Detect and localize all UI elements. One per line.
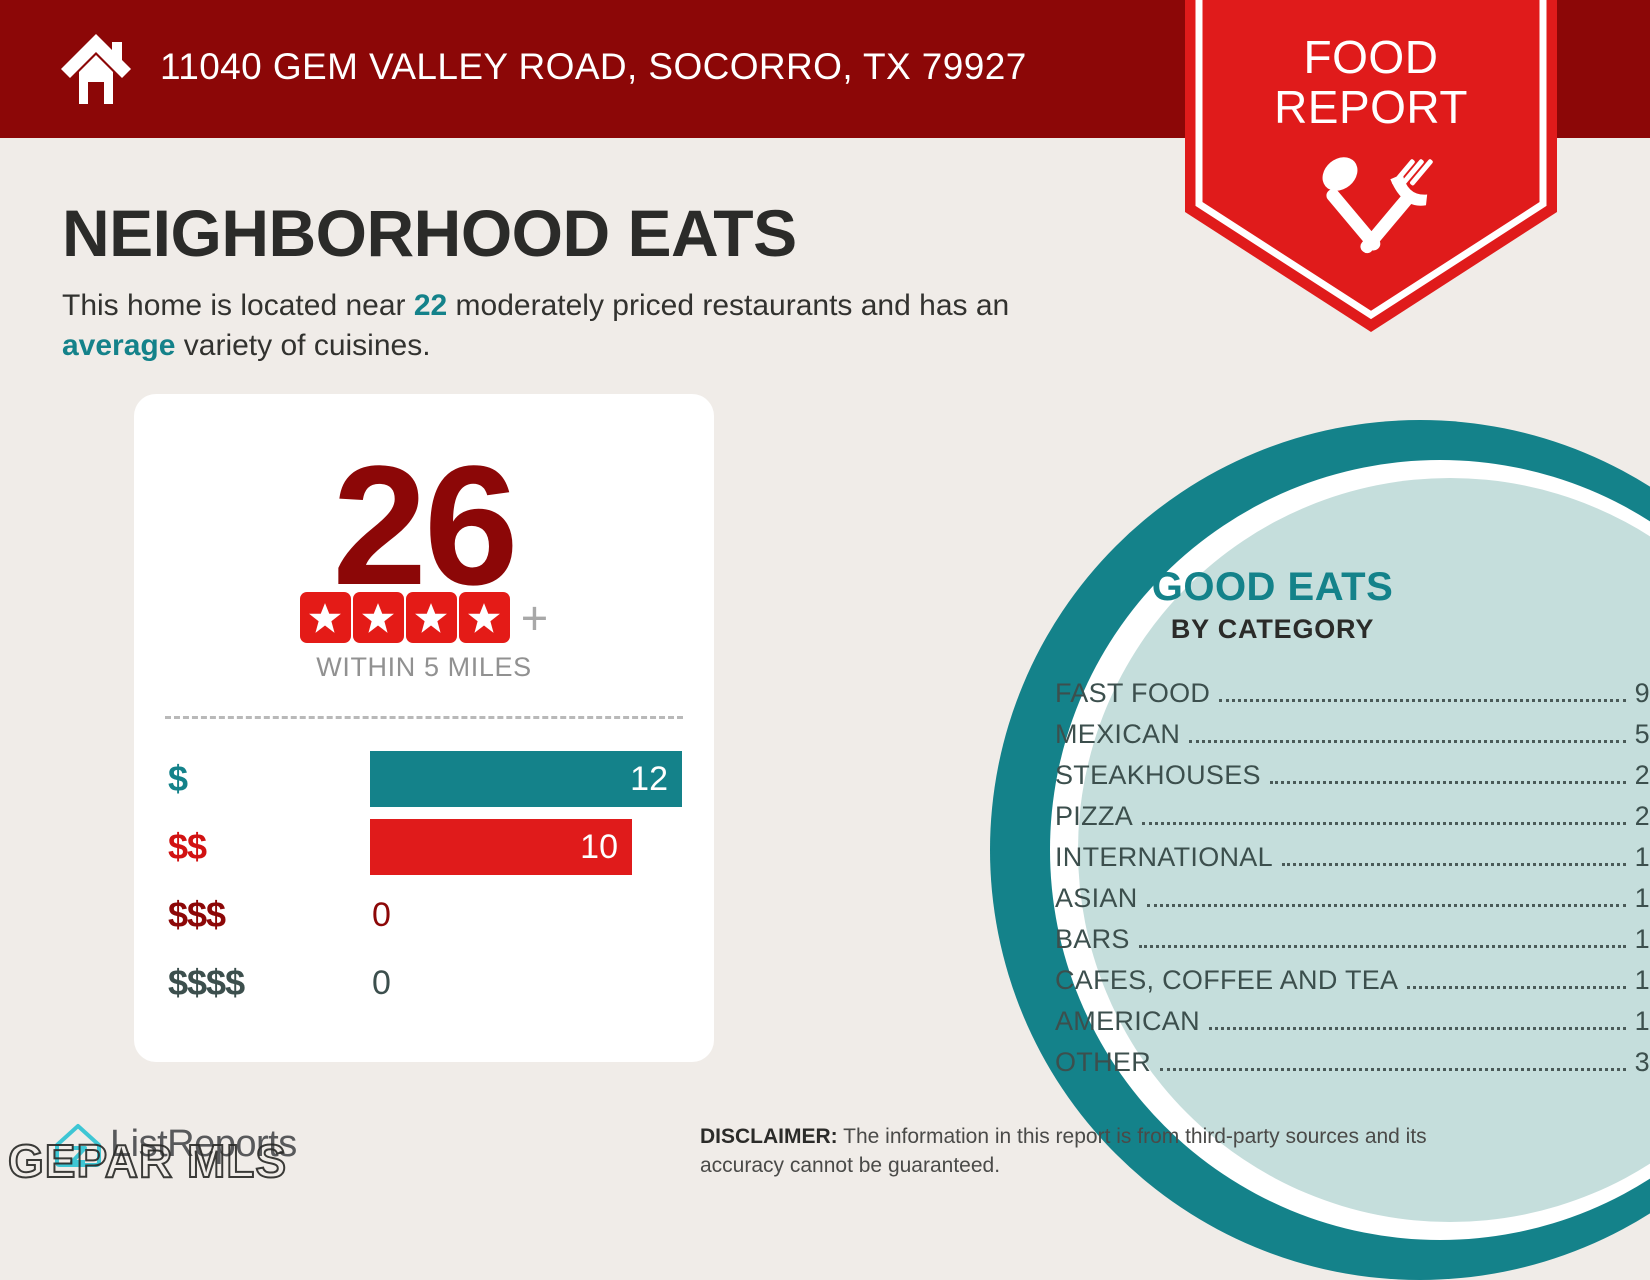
mls-watermark: GEPAR MLS bbox=[7, 1134, 288, 1188]
category-row: FAST FOOD 9 bbox=[1055, 678, 1650, 719]
category-row: CAFES, COFFEE AND TEA 1 bbox=[1055, 965, 1650, 1006]
star-icon bbox=[299, 592, 351, 643]
star-plus-label: + bbox=[520, 590, 549, 644]
category-leader-dots bbox=[1281, 863, 1626, 866]
category-row: AMERICAN 1 bbox=[1055, 1006, 1650, 1047]
price-tier-label: $$$ bbox=[168, 894, 226, 935]
category-name: INTERNATIONAL bbox=[1055, 842, 1273, 872]
star-icon bbox=[405, 592, 457, 643]
listreports-name: ListReports bbox=[110, 1122, 297, 1165]
category-name: STEAKHOUSES bbox=[1055, 760, 1261, 790]
category-name: MEXICAN bbox=[1055, 719, 1181, 749]
category-row: ASIAN 1 bbox=[1055, 883, 1650, 924]
page-title: NEIGHBORHOOD EATS bbox=[62, 196, 797, 270]
subtitle-text-1: This home is located near bbox=[62, 289, 414, 322]
disclaimer-label: DISCLAIMER: bbox=[700, 1125, 838, 1148]
category-value: 3 bbox=[1634, 1047, 1650, 1077]
page-subtitle: This home is located near 22 moderately … bbox=[62, 286, 1082, 366]
subtitle-text-2: moderately priced restaurants and has an bbox=[447, 289, 1010, 322]
card-divider bbox=[165, 716, 683, 719]
price-tier-row: $12 bbox=[168, 746, 688, 812]
category-value: 1 bbox=[1634, 883, 1650, 913]
price-tier-label: $$$$ bbox=[168, 962, 245, 1003]
price-tier-bar: 10 bbox=[370, 819, 632, 875]
restaurant-count: 22 bbox=[413, 289, 448, 322]
category-name: OTHER bbox=[1055, 1047, 1151, 1077]
category-leader-dots bbox=[1208, 1027, 1626, 1030]
category-value: 2 bbox=[1634, 801, 1650, 831]
star-icon bbox=[352, 592, 404, 643]
price-tier-label: $$ bbox=[168, 826, 207, 867]
category-value: 1 bbox=[1634, 842, 1650, 872]
category-name: BARS bbox=[1055, 924, 1130, 954]
category-row: MEXICAN 5 bbox=[1055, 719, 1650, 760]
subtitle-text-3: variety of cuisines. bbox=[175, 329, 431, 362]
category-value: 2 bbox=[1634, 760, 1650, 790]
price-tier-row: $$ 10 bbox=[168, 814, 688, 880]
category-leader-dots bbox=[1269, 781, 1626, 784]
category-name: PIZZA bbox=[1055, 801, 1134, 831]
category-row: BARS 1 bbox=[1055, 924, 1650, 965]
disclaimer-text: The information in this report is from t… bbox=[700, 1125, 1427, 1177]
price-tier-value: 0 bbox=[372, 963, 391, 1002]
spoon-fork-icon bbox=[1322, 157, 1433, 254]
price-tier-bar: 12 bbox=[370, 751, 682, 807]
category-row: PIZZA 2 bbox=[1055, 801, 1650, 842]
star-rating: + bbox=[134, 592, 714, 643]
variety-level: average bbox=[62, 329, 176, 362]
score-card: 26 + WITHIN 5 MILES $12 $$ 10 $$$ 0 $$$$ 0 bbox=[134, 394, 714, 1062]
category-row: STEAKHOUSES 2 bbox=[1055, 760, 1650, 801]
category-list: FAST FOOD 9 MEXICAN 5 STEAKHOUSES 2 PIZZA 2 INTE… bbox=[1055, 678, 1650, 1088]
food-report-badge: FOOD REPORT bbox=[1185, 0, 1557, 334]
category-value: 1 bbox=[1634, 1006, 1650, 1036]
listreports-logo[interactable]: ListReports bbox=[52, 1118, 297, 1170]
category-value: 1 bbox=[1634, 924, 1650, 954]
within-radius-label: WITHIN 5 MILES bbox=[316, 652, 532, 682]
price-tier-label: $ bbox=[168, 758, 188, 799]
category-leader-dots bbox=[1189, 740, 1626, 743]
category-row: OTHER 3 bbox=[1055, 1047, 1650, 1088]
teal-circle-decoration bbox=[750, 420, 1650, 1280]
category-name: ASIAN bbox=[1055, 883, 1138, 913]
property-address: 11040 GEM VALLEY ROAD, SOCORRO, TX 79927 bbox=[160, 46, 1027, 87]
restaurant-score: 26 bbox=[332, 431, 518, 621]
category-row: INTERNATIONAL 1 bbox=[1055, 842, 1650, 883]
category-leader-dots bbox=[1219, 699, 1626, 702]
category-value: 1 bbox=[1634, 965, 1650, 995]
category-leader-dots bbox=[1407, 986, 1626, 989]
price-tier-value: 0 bbox=[372, 895, 391, 934]
good-eats-panel: GOOD EATS BY CATEGORY FAST FOOD 9 MEXICAN 5… bbox=[1055, 565, 1650, 1088]
category-leader-dots bbox=[1138, 945, 1626, 948]
category-name: AMERICAN bbox=[1055, 1006, 1200, 1036]
category-name: CAFES, COFFEE AND TEA bbox=[1055, 965, 1399, 995]
category-name: FAST FOOD bbox=[1055, 678, 1211, 708]
price-tier-row: $$$$ 0 bbox=[168, 950, 688, 1016]
house-logo-icon bbox=[55, 1124, 101, 1167]
star-icon bbox=[458, 592, 510, 643]
price-tier-row: $$$ 0 bbox=[168, 882, 688, 948]
category-leader-dots bbox=[1160, 1068, 1626, 1071]
category-value: 9 bbox=[1634, 678, 1650, 708]
category-leader-dots bbox=[1142, 822, 1626, 825]
home-icon bbox=[61, 34, 131, 104]
disclaimer: DISCLAIMER: The information in this repo… bbox=[700, 1122, 1510, 1180]
good-eats-subtitle: BY CATEGORY bbox=[1170, 614, 1375, 644]
good-eats-title: GOOD EATS bbox=[1151, 565, 1394, 609]
header-bar: 11040 GEM VALLEY ROAD, SOCORRO, TX 79927 bbox=[0, 0, 1650, 138]
category-value: 5 bbox=[1634, 719, 1650, 749]
category-leader-dots bbox=[1146, 904, 1626, 907]
